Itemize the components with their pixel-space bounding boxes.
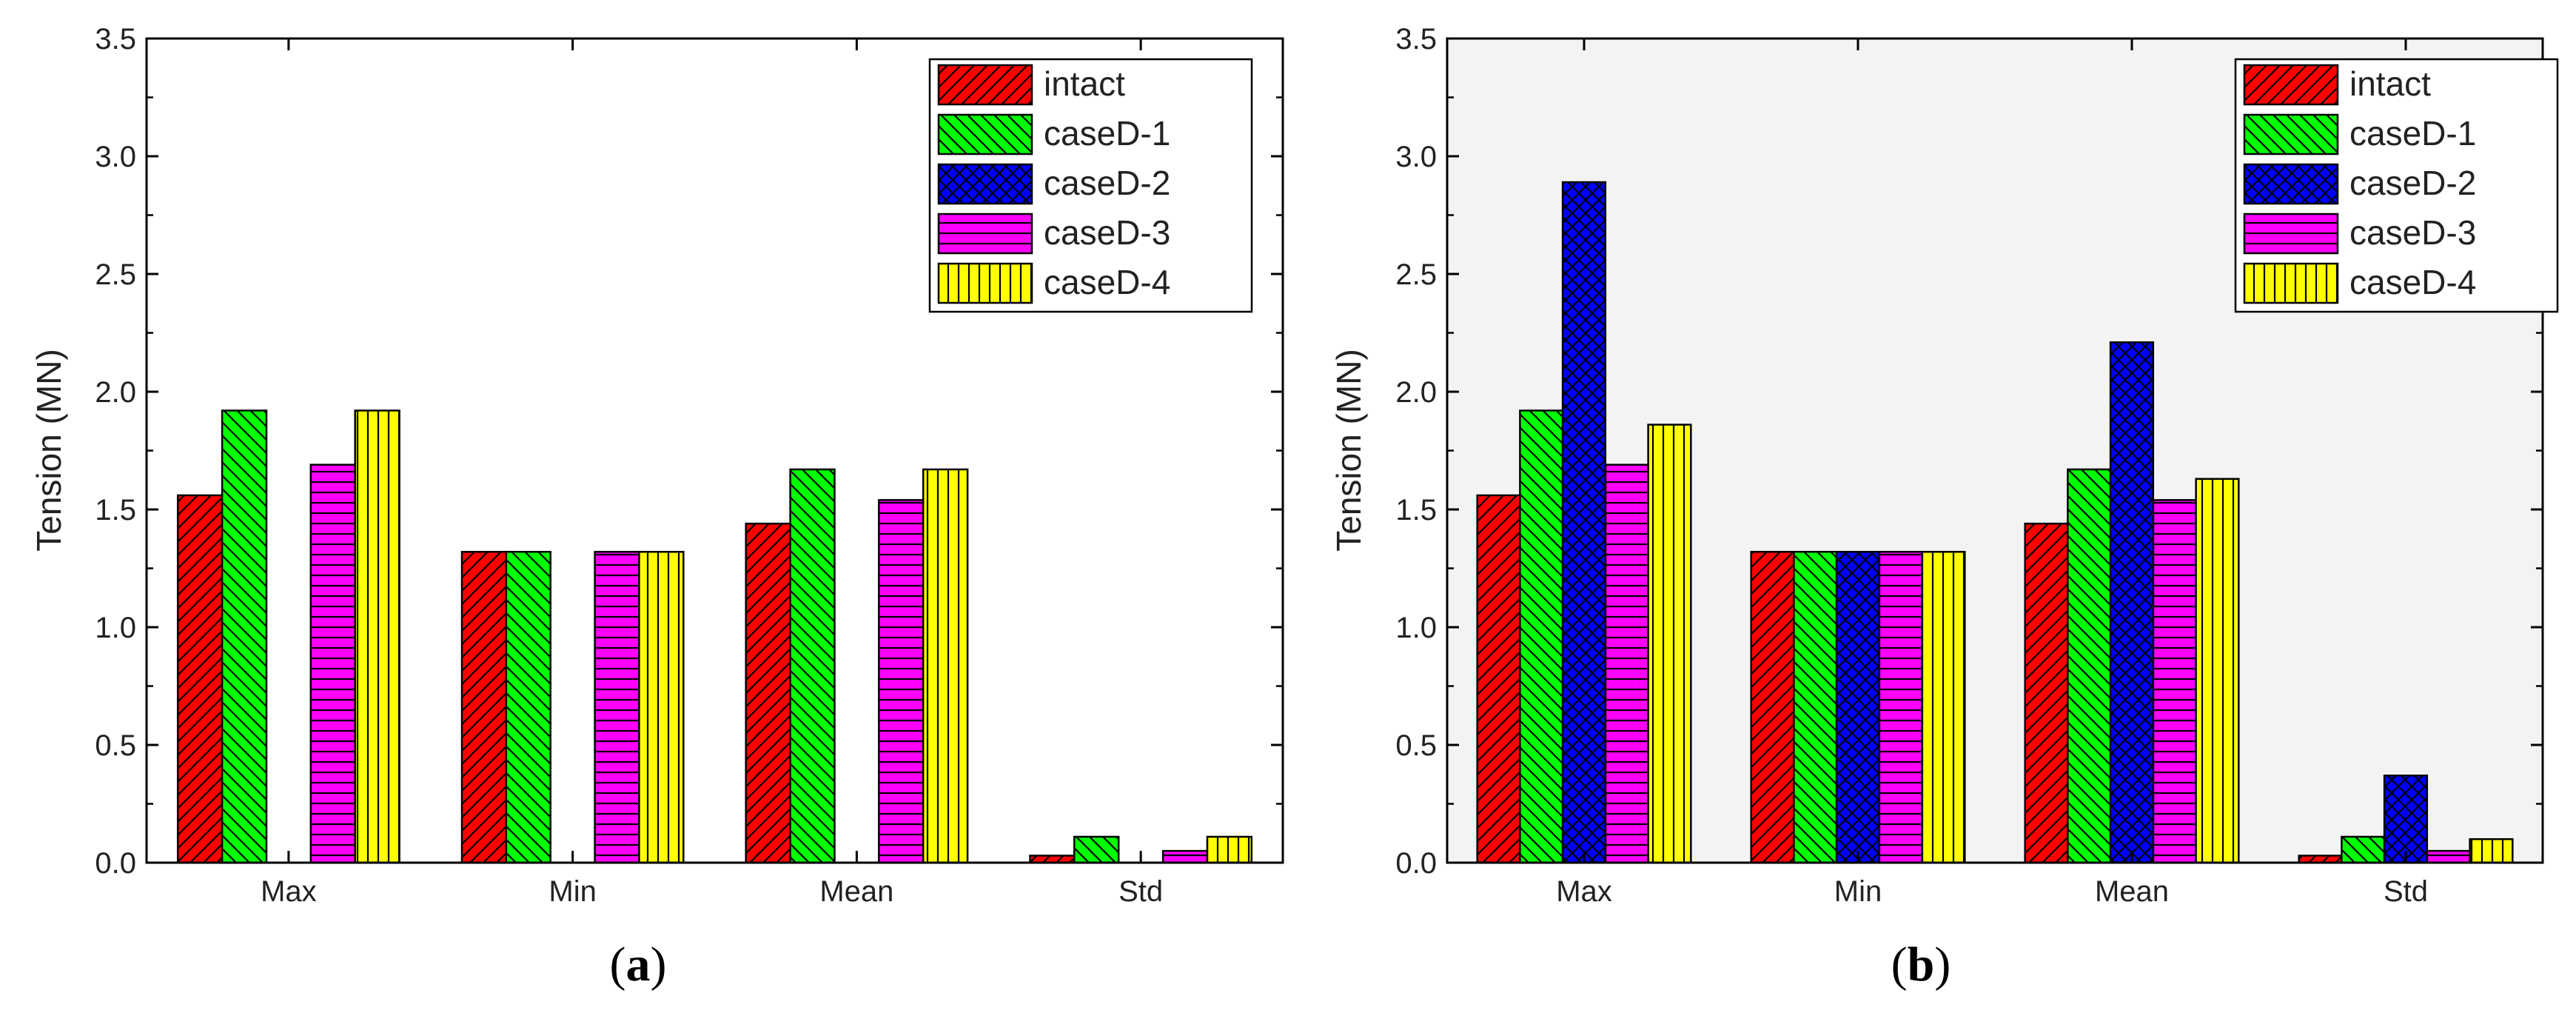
x-tick-label-a: Mean [819, 875, 893, 908]
bar-b-caseD-2-Max [1561, 181, 1607, 864]
legend-swatch-a-caseD-1 [937, 113, 1033, 156]
legend-swatch-b-caseD-2 [2243, 163, 2339, 205]
panel-label-b: (b) [1891, 937, 1951, 992]
y-axis-title-b: Tension (MN) [1329, 349, 1368, 552]
legend-swatch-a-caseD-3 [937, 213, 1033, 255]
bar-a-caseD-1-Mean [789, 468, 836, 864]
y-tick-label-a: 0.5 [95, 729, 136, 762]
y-tick-label-a: 2.0 [95, 376, 136, 409]
x-tick-label-b: Std [2384, 875, 2428, 908]
y-tick-label-b: 3.0 [1395, 141, 1437, 173]
bar-a-caseD-3-Min [594, 550, 640, 864]
bar-b-caseD-2-Min [1835, 550, 1881, 864]
bar-b-caseD-4-Min [1921, 550, 1966, 864]
y-tick-label-a: 3.0 [95, 141, 136, 173]
bar-b-caseD-3-Std [2426, 849, 2471, 864]
y-tick-label-a: 1.0 [95, 612, 136, 644]
legend-label-a-caseD-1: caseD-1 [1044, 114, 1170, 153]
bar-a-caseD-4-Min [638, 550, 685, 864]
bar-b-intact-Max [1476, 494, 1521, 864]
bar-a-caseD-3-Std [1161, 849, 1209, 864]
legend-label-a-intact: intact [1044, 64, 1125, 103]
legend-label-b-caseD-4: caseD-4 [2349, 263, 2476, 301]
legend-label-b-caseD-2: caseD-2 [2349, 164, 2476, 202]
y-tick-label-b: 1.5 [1395, 494, 1437, 526]
x-tick-label-a: Min [549, 875, 596, 908]
legend-label-a-caseD-3: caseD-3 [1044, 213, 1170, 252]
y-tick-label-b: 0.0 [1395, 847, 1437, 880]
y-tick-label-b: 0.5 [1395, 729, 1437, 762]
bar-a-caseD-3-Mean [878, 499, 925, 864]
bar-b-caseD-2-Mean [2109, 341, 2155, 864]
legend-label-b-intact: intact [2349, 64, 2431, 103]
bar-b-caseD-4-Max [1647, 424, 1692, 864]
legend-swatch-a-caseD-2 [937, 163, 1033, 205]
legend-swatch-b-caseD-3 [2243, 213, 2339, 255]
bar-a-caseD-4-Mean [922, 468, 969, 864]
panel-label-a: (a) [610, 937, 667, 992]
y-tick-label-a: 2.5 [95, 258, 136, 291]
bar-b-caseD-4-Mean [2195, 478, 2240, 864]
bar-a-caseD-1-Std [1073, 835, 1120, 864]
bar-a-caseD-4-Std [1206, 835, 1253, 864]
axes-a: 0.0 0.5 1.0 1.5 2.0 2.5 3.0 3.5 Max Min Mean Std [95, 23, 1284, 908]
y-tick-label-a: 3.5 [95, 23, 136, 56]
y-tick-label-b: 2.5 [1395, 258, 1437, 291]
bar-b-caseD-1-Mean [2067, 468, 2112, 864]
x-tick-label-b: Min [1834, 875, 1882, 908]
y-tick-label-b: 3.5 [1395, 23, 1437, 56]
bars-a [176, 409, 1253, 864]
bar-b-caseD-2-Std [2383, 775, 2429, 864]
bar-b-caseD-1-Max [1519, 409, 1564, 864]
legend-swatch-a-intact [937, 64, 1033, 106]
bar-b-caseD-3-Mean [2152, 499, 2197, 864]
bar-b-caseD-1-Std [2341, 835, 2386, 864]
legend-a: intact caseD-1 caseD-2 caseD-3 caseD-4 [928, 58, 1253, 313]
y-tick-label-a: 1.5 [95, 494, 136, 526]
panel-letter-a: a [626, 937, 651, 992]
legend-swatch-b-intact [2243, 64, 2339, 106]
bar-b-caseD-1-Min [1793, 550, 1838, 864]
bars-b [1476, 181, 2514, 864]
legend-label-a-caseD-2: caseD-2 [1044, 164, 1170, 202]
y-tick-label-a: 0.0 [95, 847, 136, 880]
panel-letter-b: b [1908, 937, 1935, 992]
bar-a-intact-Mean [745, 522, 791, 864]
x-tick-label-a: Max [261, 875, 317, 908]
legend-label-b-caseD-3: caseD-3 [2349, 213, 2476, 252]
y-axis-title-a: Tension (MN) [30, 349, 68, 552]
bar-b-caseD-3-Min [1878, 550, 1923, 864]
legend-label-b-caseD-1: caseD-1 [2349, 114, 2476, 153]
y-tick-label-b: 1.0 [1395, 612, 1437, 644]
legend-b: intact caseD-1 caseD-2 caseD-3 caseD-4 [2234, 58, 2559, 313]
legend-label-a-caseD-4: caseD-4 [1044, 263, 1170, 301]
y-tick-label-b: 2.0 [1395, 376, 1437, 409]
bar-a-caseD-4-Max [354, 409, 400, 864]
bar-a-intact-Min [460, 550, 508, 864]
bar-a-caseD-3-Max [309, 464, 356, 864]
bar-b-caseD-4-Std [2469, 838, 2514, 864]
x-tick-label-b: Mean [2095, 875, 2169, 908]
x-tick-label-a: Std [1118, 875, 1163, 908]
bar-b-intact-Mean [2024, 522, 2069, 864]
bar-a-caseD-1-Max [221, 409, 268, 864]
chart-panel-a: 0.0 0.5 1.0 1.5 2.0 2.5 3.0 3.5 Max Min Mean Std Te… [30, 23, 1284, 992]
legend-swatch-b-caseD-4 [2243, 262, 2339, 304]
x-tick-label-b: Max [1556, 875, 1612, 908]
chart-panel-b: 0.0 0.5 1.0 1.5 2.0 2.5 3.0 3.5 Max Min Mean Std Te… [1329, 23, 2559, 992]
legend-swatch-a-caseD-4 [937, 262, 1033, 304]
bar-b-intact-Min [1750, 550, 1795, 864]
bar-a-intact-Max [176, 494, 224, 864]
legend-swatch-b-caseD-1 [2243, 113, 2339, 156]
bar-a-caseD-1-Min [505, 550, 551, 864]
bar-b-caseD-3-Max [1604, 464, 1649, 864]
